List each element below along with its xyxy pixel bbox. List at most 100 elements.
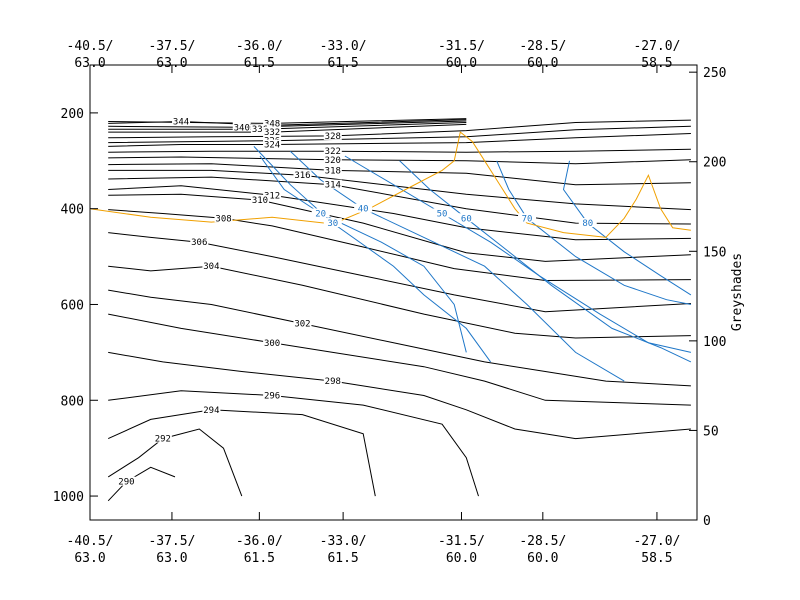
contour-label: 296 <box>264 391 280 401</box>
contour-label-bg <box>263 190 282 200</box>
top-tick-label-line2: 61.5 <box>244 56 275 71</box>
contour-label: 344 <box>173 118 189 128</box>
contour-line <box>108 169 691 211</box>
contour-line <box>108 313 691 406</box>
contour-line <box>107 466 176 502</box>
contour-line <box>108 209 691 282</box>
contour-line <box>108 351 691 440</box>
contour-label-bg <box>323 218 342 228</box>
bottom-tick-label-line1: -33.0/ <box>320 534 367 549</box>
contour-line <box>344 155 692 353</box>
top-tick-label-line1: -37.5/ <box>148 39 195 54</box>
contour-label-bg <box>323 179 342 189</box>
contour-line <box>108 265 691 339</box>
contour-label: 318 <box>325 166 341 176</box>
contour-label: 60 <box>461 214 472 224</box>
contour-label-bg <box>457 213 476 223</box>
right-tick-label: 200 <box>703 156 726 171</box>
contour-label: 348 <box>264 119 280 129</box>
contour-label: 300 <box>264 339 280 349</box>
top-tick-label-line2: 60.0 <box>446 56 477 71</box>
contour-line <box>108 133 691 147</box>
bottom-tick-label-line2: 60.0 <box>527 551 558 566</box>
contour-label: 30 <box>327 219 338 229</box>
contour-label: 70 <box>522 214 533 224</box>
contour-line <box>107 428 243 497</box>
right-tick-label: 0 <box>703 514 711 529</box>
contour-label: 298 <box>325 377 341 387</box>
contour-line <box>108 193 691 262</box>
contour-label-bg <box>293 170 312 180</box>
bottom-tick-label-line1: -28.5/ <box>519 534 566 549</box>
contour-label-bg <box>263 118 282 128</box>
right-tick-label: 100 <box>703 335 726 350</box>
contour-label-bg <box>518 213 537 223</box>
contour-label: 304 <box>203 262 219 272</box>
left-tick-label: 800 <box>61 394 84 409</box>
top-tick-label-line2: 63.0 <box>156 56 187 71</box>
contour-label: 332 <box>264 128 280 138</box>
contour-label-bg <box>578 218 597 228</box>
top-tick-label-line2: 61.5 <box>327 56 358 71</box>
contour-line <box>108 148 691 153</box>
contour-label-bg <box>153 433 172 443</box>
contour-label: 294 <box>203 406 219 416</box>
contour-line <box>107 409 376 497</box>
contour-label-bg <box>323 154 342 164</box>
contour-label: 316 <box>294 171 310 181</box>
contour-label-bg <box>232 122 251 132</box>
bottom-tick-label-line1: -31.5/ <box>438 534 485 549</box>
contour-label: 322 <box>325 147 341 157</box>
top-tick-label-line1: -40.5/ <box>67 39 114 54</box>
bottom-tick-label-line2: 63.0 <box>74 551 105 566</box>
contour-label: 340 <box>234 123 250 133</box>
contour-label: 308 <box>215 214 231 224</box>
contour-line <box>253 146 492 363</box>
contour-label-bg <box>202 404 221 414</box>
left-tick-label: 1000 <box>53 490 84 505</box>
contour-line <box>108 119 691 139</box>
top-tick-label-line1: -33.0/ <box>320 39 367 54</box>
contour-label-bg <box>323 376 342 386</box>
contour-label-bg <box>433 208 452 218</box>
contour-line <box>496 160 691 305</box>
contour-label-bg <box>214 213 233 223</box>
contour-line <box>108 163 691 186</box>
top-tick-label-line2: 60.0 <box>527 56 558 71</box>
contour-label-bg <box>354 203 373 213</box>
bottom-tick-label-line2: 63.0 <box>156 551 187 566</box>
right-tick-label: 50 <box>703 424 719 439</box>
bottom-tick-label-line1: -37.5/ <box>148 534 195 549</box>
contour-label-bg <box>263 139 282 149</box>
contour-label-bg <box>117 476 136 486</box>
contour-line <box>108 390 479 497</box>
contour-label-bg <box>250 124 269 134</box>
contour-line <box>108 156 691 165</box>
contour-label-bg <box>263 127 282 137</box>
contour-label-bg <box>323 165 342 175</box>
contour-line <box>108 123 467 133</box>
contour-label-bg <box>190 237 209 247</box>
contour-label: 20 <box>315 209 326 219</box>
right-axis-title: Greyshades <box>730 253 745 331</box>
bottom-tick-label-line1: -36.0/ <box>236 534 283 549</box>
contour-label-bg <box>250 195 269 205</box>
contour-line <box>399 160 692 363</box>
contour-label: 336 <box>252 125 268 135</box>
contour-label-bg <box>263 390 282 400</box>
contour-label: 312 <box>264 191 280 201</box>
top-tick-label-line1: -31.5/ <box>438 39 485 54</box>
contour-label-bg <box>202 261 221 271</box>
contour-label: 40 <box>358 205 369 215</box>
top-tick-label-line2: 58.5 <box>641 56 672 71</box>
contour-label: 320 <box>325 156 341 166</box>
contour-label-bg <box>263 337 282 347</box>
bottom-tick-label-line2: 61.5 <box>327 551 358 566</box>
bottom-tick-label-line2: 61.5 <box>244 551 275 566</box>
contour-label: 292 <box>155 435 171 445</box>
contour-label-bg <box>293 318 312 328</box>
contour-line <box>89 131 691 238</box>
left-tick-label: 400 <box>61 203 84 218</box>
contour-line <box>108 185 691 241</box>
bottom-tick-label-line2: 60.0 <box>446 551 477 566</box>
